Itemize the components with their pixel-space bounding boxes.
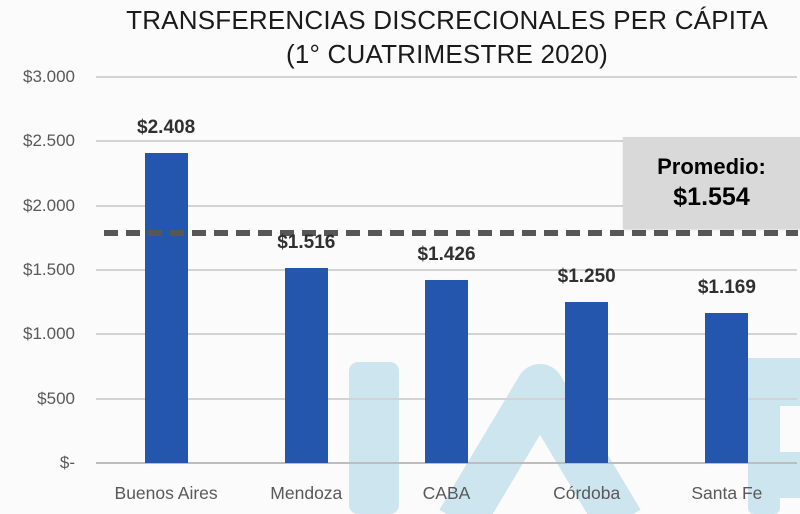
chart-title: TRANSFERENCIAS DISCRECIONALES PER CÁPITA…	[96, 3, 798, 71]
y-tick-label-2500: $2.500	[23, 131, 75, 151]
y-tick-label-1000: $1.000	[23, 324, 75, 344]
y-tick-label-500: $500	[37, 388, 75, 408]
bar-santa-fe	[705, 312, 749, 463]
chart-title-line1: TRANSFERENCIAS DISCRECIONALES PER CÁPITA	[126, 5, 768, 35]
gridline-2500	[96, 140, 797, 143]
bar-buenos-aires	[144, 153, 188, 463]
y-tick-label-2000: $2.000	[23, 195, 75, 215]
watermark-letter-a	[439, 364, 641, 514]
y-tick-label-3000: $3.000	[23, 67, 75, 87]
bar-value-label-santa-fe: $1.169	[697, 276, 756, 298]
x-category-label-mendoza: Mendoza	[270, 483, 343, 503]
y-tick-label-0: $-	[59, 453, 75, 472]
gridline-1500	[96, 269, 797, 271]
gridline-3000	[96, 76, 797, 79]
promedio-value: $1.554	[673, 183, 750, 211]
bar-value-label-mendoza: $1.516	[277, 231, 336, 253]
x-category-label-santa-fe: Santa Fe	[691, 483, 763, 503]
y-tick-label-1500: $1.500	[23, 260, 75, 279]
bar-mendoza	[284, 267, 328, 463]
watermark-letter-i	[349, 362, 399, 514]
x-category-label-caba: CABA	[422, 483, 471, 503]
bar-caba	[425, 279, 468, 463]
gridline-2000	[96, 204, 797, 207]
x-axis-line	[96, 462, 797, 464]
promedio-callout: Promedio: $1.554	[623, 137, 800, 229]
bar-value-label-caba: $1.426	[417, 243, 476, 265]
bar-value-label-cordoba: $1.250	[557, 266, 616, 288]
x-category-label-buenos-aires: Buenos Aires	[114, 483, 218, 503]
bar-cordoba	[565, 302, 609, 463]
promedio-label: Promedio:	[657, 154, 766, 179]
x-category-label-cordoba: Córdoba	[553, 483, 621, 503]
average-dashed-line	[104, 229, 798, 236]
bar-value-label-buenos-aires: $2.408	[137, 117, 196, 139]
watermark-letter-e-mid-arm	[748, 452, 800, 498]
chart-title-line2: (1° CUATRIMESTRE 2020)	[285, 39, 609, 69]
